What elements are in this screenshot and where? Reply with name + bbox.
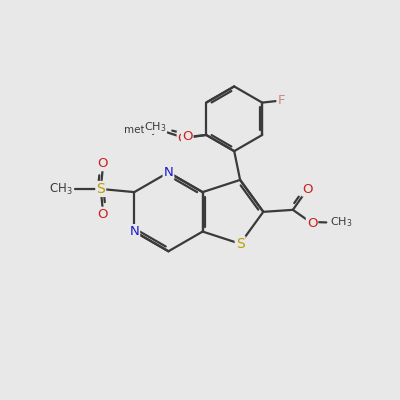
Text: N: N <box>130 225 139 238</box>
Text: O: O <box>302 183 313 196</box>
Text: O: O <box>98 157 108 170</box>
Text: O: O <box>178 132 188 145</box>
Text: S: S <box>96 182 105 196</box>
Text: CH$_3$: CH$_3$ <box>330 216 353 229</box>
Text: O: O <box>182 130 192 144</box>
Text: N: N <box>164 166 173 179</box>
Text: S: S <box>236 237 244 251</box>
Text: CH$_3$: CH$_3$ <box>50 182 73 196</box>
Text: O: O <box>98 208 108 221</box>
Text: O: O <box>307 217 317 230</box>
Text: F: F <box>277 94 285 107</box>
Text: CH$_3$: CH$_3$ <box>144 120 167 134</box>
Text: methyl: methyl <box>124 125 161 135</box>
